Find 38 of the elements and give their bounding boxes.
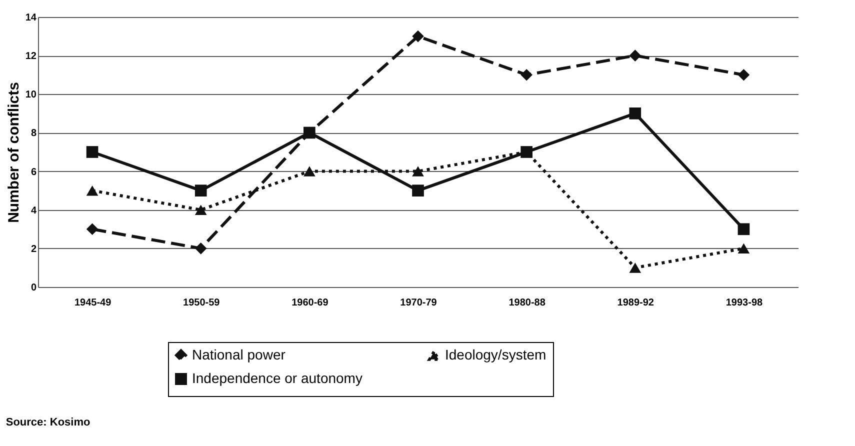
point	[412, 30, 424, 42]
x-tick-label: 1960-69	[292, 298, 329, 308]
x-tick-label: 1945-49	[74, 298, 112, 308]
point	[412, 166, 424, 176]
point	[86, 146, 98, 158]
point	[738, 68, 750, 81]
point	[194, 184, 207, 196]
x-tick-label: 1993-98	[726, 298, 763, 308]
point	[412, 184, 424, 196]
point	[520, 68, 532, 81]
point	[86, 185, 98, 196]
point	[304, 166, 316, 176]
y-tick-label: 0	[30, 282, 37, 294]
point	[629, 108, 642, 120]
source-note: Source: Kosimo	[6, 416, 91, 428]
point	[629, 50, 642, 62]
point	[629, 262, 642, 273]
point	[304, 126, 316, 139]
y-tick-label: 12	[25, 51, 37, 62]
y-tick-label: 14	[25, 12, 37, 24]
y-tick-label: 6	[30, 166, 37, 178]
point	[194, 242, 207, 254]
x-tick-label: 1989-92	[617, 298, 654, 308]
y-tick-label: 2	[30, 244, 37, 255]
legend-label: National power	[192, 346, 286, 362]
point	[86, 223, 98, 236]
x-tick-label: 1970-79	[400, 298, 438, 308]
point	[194, 204, 207, 215]
legend-label: Independence or autonomy	[192, 370, 362, 386]
y-tick-label: 10	[25, 90, 37, 101]
y-axis-title: Number of conflicts	[5, 82, 22, 223]
y-tick-label: 8	[30, 128, 37, 140]
x-tick-label: 1980-88	[508, 298, 546, 308]
x-tick-label: 1950-59	[183, 298, 220, 308]
point	[738, 243, 750, 254]
y-tick-label: 4	[30, 205, 37, 216]
legend-label: Ideology/system	[445, 346, 546, 363]
point	[738, 223, 750, 236]
